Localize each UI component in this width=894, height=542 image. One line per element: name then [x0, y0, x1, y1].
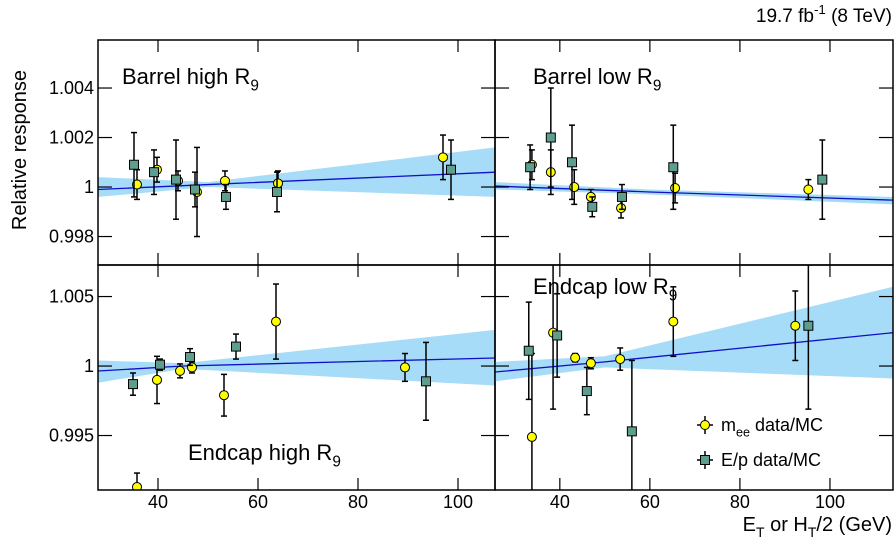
- marker: [616, 191, 627, 202]
- text-part: T: [756, 524, 765, 540]
- marker: [185, 352, 195, 363]
- marker: [220, 175, 230, 186]
- marker: [175, 365, 185, 376]
- text-part: Barrel low R: [533, 64, 653, 89]
- marker: [272, 186, 282, 197]
- y-axis-label: Relative response: [9, 70, 31, 230]
- text-part: Endcap low R: [533, 274, 669, 299]
- text-part: data/MC: [750, 415, 823, 435]
- x-tick-label: 40: [148, 492, 168, 512]
- text-part: 19.7 fb: [756, 6, 814, 27]
- y-tick-label: 1.002: [49, 128, 94, 148]
- marker: [616, 203, 627, 214]
- marker: [581, 386, 592, 397]
- panel-title: Barrel low R9: [533, 64, 661, 95]
- marker: [523, 345, 534, 356]
- text-part: (8 TeV): [826, 6, 892, 27]
- panel-title: Barrel high R9: [122, 64, 259, 95]
- x-tick-label: 100: [815, 492, 845, 512]
- fit-line: [495, 185, 893, 201]
- text-part: or H: [765, 514, 808, 536]
- marker: [129, 159, 139, 170]
- text-part: 9: [653, 78, 662, 95]
- marker: [569, 182, 580, 193]
- marker: [187, 362, 197, 373]
- x-axis-label: ET or HT/2 (GeV): [743, 514, 892, 540]
- marker: [155, 359, 165, 370]
- legend-marker: [700, 420, 710, 430]
- x-tick-label: 40: [550, 492, 570, 512]
- x-tick-label: 60: [640, 492, 660, 512]
- marker: [552, 330, 563, 341]
- marker: [171, 174, 181, 185]
- marker: [219, 390, 229, 401]
- legend-label: E/p data/MC: [721, 450, 821, 470]
- text-part: Endcap high R: [188, 440, 332, 465]
- marker: [570, 352, 581, 363]
- text-part: 9: [669, 288, 678, 305]
- text-part: 9: [250, 78, 259, 95]
- text-part: m: [721, 415, 736, 435]
- marker: [626, 426, 637, 437]
- marker: [221, 191, 231, 202]
- marker: [545, 132, 556, 143]
- y-tick-label: 0.995: [49, 426, 94, 446]
- legend-marker: [700, 455, 710, 465]
- marker: [587, 201, 598, 212]
- y-tick-label: 0.998: [49, 227, 94, 247]
- y-tick-label: 1.004: [49, 78, 94, 98]
- marker: [438, 152, 448, 163]
- text-part: T: [808, 524, 817, 540]
- marker: [670, 183, 681, 194]
- x-tick-label: 80: [348, 492, 368, 512]
- fit-line: [98, 357, 495, 372]
- marker: [566, 157, 577, 168]
- marker: [668, 316, 679, 327]
- marker: [803, 184, 814, 195]
- legend-label: mee data/MC: [721, 415, 823, 439]
- marker: [273, 178, 283, 189]
- y-tick-label: 1: [84, 177, 94, 197]
- marker: [132, 481, 142, 490]
- marker: [615, 354, 626, 365]
- y-tick-label: 1.005: [49, 287, 94, 307]
- marker: [803, 320, 814, 331]
- text-part: ee: [736, 425, 750, 439]
- panel-frame: [494, 264, 894, 491]
- x-tick-label: 100: [443, 492, 473, 512]
- marker: [149, 167, 159, 178]
- marker: [525, 162, 536, 173]
- marker: [668, 162, 679, 173]
- marker: [526, 431, 537, 442]
- marker: [446, 164, 456, 175]
- text-part: Relative response: [9, 70, 31, 230]
- text-part: /2 (GeV): [816, 514, 892, 536]
- text-part: E: [743, 514, 756, 536]
- text-part: Barrel high R: [122, 64, 250, 89]
- text-part: -1: [814, 2, 826, 17]
- fit-band: [495, 286, 893, 382]
- text-part: 9: [332, 454, 341, 471]
- marker: [817, 174, 828, 185]
- fit-band: [98, 329, 495, 386]
- panel-title: Endcap low R9: [533, 274, 677, 305]
- marker: [231, 341, 241, 352]
- marker: [152, 374, 162, 385]
- marker: [190, 184, 200, 195]
- marker: [128, 379, 138, 390]
- lumi-label: 19.7 fb-1 (8 TeV): [756, 2, 892, 27]
- marker: [585, 358, 596, 369]
- marker: [790, 320, 801, 331]
- x-tick-label: 60: [248, 492, 268, 512]
- marker: [421, 376, 431, 387]
- marker: [400, 362, 410, 373]
- y-tick-label: 1: [84, 356, 94, 376]
- marker: [271, 316, 281, 327]
- x-tick-label: 80: [730, 492, 750, 512]
- panel-title: Endcap high R9: [188, 440, 341, 471]
- text-part: E/p data/MC: [721, 450, 821, 470]
